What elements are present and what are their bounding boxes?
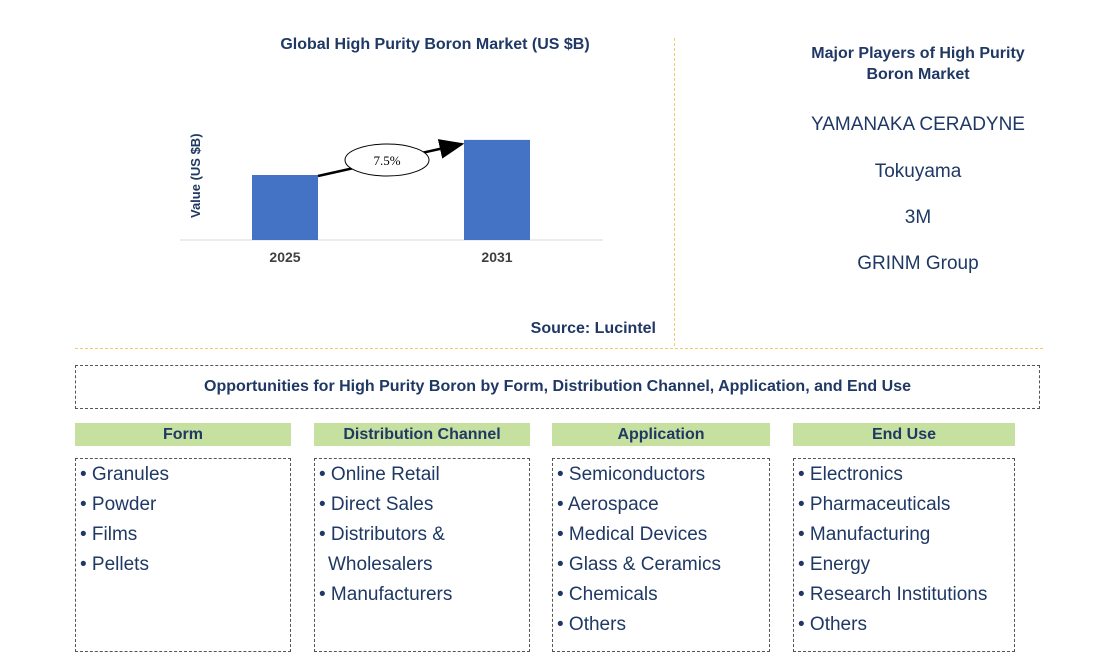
- player-name: GRINM Group: [857, 253, 979, 274]
- vertical-divider: [674, 38, 675, 346]
- list-item: • Distributors &: [319, 524, 445, 545]
- list-item: • Glass & Ceramics: [557, 554, 721, 575]
- bar-chart: 7.5% 2025 2031: [180, 139, 603, 265]
- list-item: • Pellets: [80, 554, 149, 575]
- application-header: Application: [552, 423, 770, 446]
- players-title: Major Players of High Purity Boron Marke…: [811, 45, 1025, 83]
- x-tick-2025: 2025: [269, 249, 300, 265]
- list-item: • Powder: [80, 494, 157, 515]
- list-item: • Research Institutions: [798, 584, 988, 605]
- player-name: Tokuyama: [874, 161, 962, 182]
- list-item: • Chemicals: [557, 584, 658, 605]
- x-tick-2031: 2031: [481, 249, 512, 265]
- list-item: • Semiconductors: [557, 464, 706, 485]
- list-item: • Pharmaceuticals: [798, 494, 951, 515]
- cagr-label: 7.5%: [373, 153, 400, 168]
- end-use-header: End Use: [793, 423, 1015, 446]
- horizontal-divider: [75, 348, 1043, 349]
- opportunities-banner: Opportunities for High Purity Boron by F…: [75, 365, 1040, 409]
- list-item: • Granules: [80, 464, 170, 485]
- form-list: • Granules • Powder • Films • Pellets: [75, 458, 291, 652]
- list-item: • Others: [798, 614, 867, 635]
- list-item: • Manufacturing: [798, 524, 931, 545]
- player-name: YAMANAKA CERADYNE: [811, 114, 1025, 135]
- list-item: • Medical Devices: [557, 524, 708, 545]
- list-item: • Direct Sales: [319, 494, 434, 515]
- player-name: 3M: [904, 207, 932, 228]
- list-item: • Online Retail: [319, 464, 440, 485]
- bar-2031: [464, 139, 530, 240]
- bar-2025: [252, 175, 318, 240]
- distribution-list: • Online Retail • Direct Sales • Distrib…: [314, 458, 530, 652]
- list-item: • Electronics: [798, 464, 903, 485]
- application-list: • Semiconductors • Aerospace • Medical D…: [552, 458, 770, 652]
- end-use-list: • Electronics • Pharmaceuticals • Manufa…: [793, 458, 1015, 652]
- list-item: • Energy: [798, 554, 871, 575]
- chart-title: Global High Purity Boron Market (US $B): [280, 36, 590, 53]
- distribution-header: Distribution Channel: [314, 423, 530, 446]
- list-item: • Others: [557, 614, 626, 635]
- list-item: • Films: [80, 524, 138, 545]
- list-item: • Manufacturers: [319, 584, 453, 605]
- source-label: Source: Lucintel: [530, 320, 656, 337]
- list-item: Wholesalers: [328, 554, 433, 575]
- form-header: Form: [75, 423, 291, 446]
- cagr-ellipse: [344, 143, 430, 177]
- list-item: • Aerospace: [557, 494, 659, 515]
